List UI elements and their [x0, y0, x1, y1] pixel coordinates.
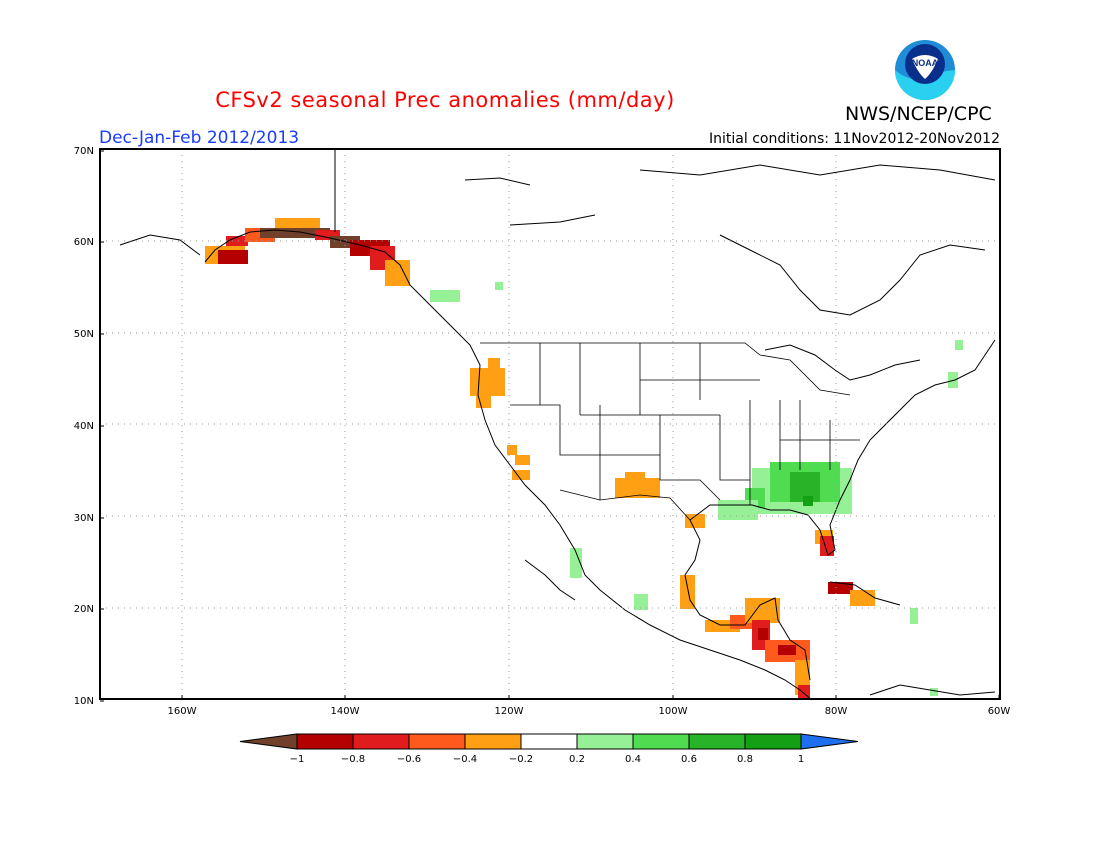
colorbar-label: 0.8: [737, 754, 753, 765]
anomaly-alaska-5: [260, 228, 330, 238]
anomaly-sw-3: [512, 470, 530, 480]
lon-label: 140W: [331, 706, 360, 717]
colorbar-label: −0.2: [509, 754, 533, 765]
lon-label: 100W: [659, 706, 688, 717]
anomaly-caribbean: [910, 608, 918, 624]
colorbar-swatch: [632, 733, 690, 750]
anomaly-cuba-2: [850, 590, 875, 606]
chart-title: CFSv2 seasonal Prec anomalies (mm/day): [215, 88, 675, 112]
anomaly-bc-green: [430, 290, 460, 302]
anomaly-sw-2: [515, 455, 530, 465]
colorbar-label: −0.4: [453, 754, 477, 765]
anomaly-gulf-alaska: [275, 218, 320, 228]
lon-label: 160W: [168, 706, 197, 717]
longitude-labels: 160W 140W 120W 100W 80W 60W: [168, 695, 1011, 717]
colorbar-label: −1: [290, 754, 305, 765]
colorbar-swatch: [520, 733, 578, 750]
anomaly-alaska-2: [218, 250, 248, 264]
latitude-labels: 70N 60N 50N 40N 30N 20N 10N: [74, 146, 104, 707]
anomaly-bc-green-2: [495, 282, 503, 290]
initial-conditions-label: Initial conditions: 11Nov2012-20Nov2012: [709, 131, 1000, 147]
graticule: [100, 149, 1000, 699]
lat-label: 40N: [74, 421, 94, 432]
lat-label: 60N: [74, 237, 94, 248]
political-borders: [480, 342, 860, 521]
anomaly-guatemala-2: [758, 628, 768, 640]
anomaly-bc-coast: [385, 260, 410, 286]
colorbar-label: 0.4: [625, 754, 641, 765]
colorbar-swatch: [464, 733, 522, 750]
anomaly-sa: [930, 688, 938, 696]
logo-text: NOAA: [912, 58, 939, 68]
anomaly-gulf-coast: [718, 500, 758, 520]
anomaly-ns: [955, 340, 963, 350]
lat-label: 10N: [74, 696, 94, 707]
anomaly-pnw-3: [488, 358, 500, 370]
colorbar-label: −0.8: [341, 754, 365, 765]
colorbar-label: 0.2: [569, 754, 585, 765]
colorbar-low-arrow: [239, 733, 298, 750]
anomaly-tx: [685, 514, 705, 528]
colorbar-swatch: [688, 733, 746, 750]
colorbar-high-arrow: [800, 733, 859, 750]
anomaly-alaska-6: [315, 230, 340, 240]
noaa-logo-icon: NOAA: [895, 40, 955, 100]
season-label: Dec-Jan-Feb 2012/2013: [99, 128, 300, 148]
anomaly-cuba: [828, 582, 853, 594]
map-frame: [99, 148, 1001, 700]
anomaly-pnw-2: [476, 392, 491, 408]
lat-label: 50N: [74, 329, 94, 340]
anomaly-nm-2: [625, 472, 645, 480]
map-plot-area: [99, 148, 1001, 701]
anomaly-nm: [615, 478, 660, 498]
colorbar-swatch: [296, 733, 354, 750]
anomaly-mexico-gulf: [680, 575, 695, 609]
colorbar: −1 −0.8 −0.6 −0.4 −0.2 0.2 0.4 0.6 0.8 1: [239, 733, 859, 765]
lon-label: 80W: [825, 706, 848, 717]
lon-label: 120W: [495, 706, 524, 717]
colorbar-swatch: [576, 733, 634, 750]
anomaly-alaska-3: [226, 236, 248, 246]
anomaly-honduras-2: [778, 645, 796, 655]
coastlines: [119, 150, 996, 701]
anomaly-yucatan: [745, 598, 780, 623]
lat-label: 30N: [74, 513, 94, 524]
colorbar-label: −0.6: [397, 754, 421, 765]
colorbar-swatch: [352, 733, 410, 750]
anomaly-pnw: [470, 368, 505, 396]
lon-label: 60W: [988, 706, 1011, 717]
anomaly-baja: [570, 548, 582, 578]
lat-label: 70N: [74, 146, 94, 157]
lat-label: 20N: [74, 604, 94, 615]
colorbar-swatch: [408, 733, 466, 750]
anomaly-mexico-green: [634, 594, 648, 610]
colorbar-swatch: [744, 733, 802, 750]
colorbar-label: 0.6: [681, 754, 697, 765]
agency-label: NWS/NCEP/CPC: [845, 103, 992, 125]
anomaly-se-darkest: [803, 496, 813, 506]
colorbar-label: 1: [798, 754, 804, 765]
anomaly-sw-1: [507, 445, 517, 455]
